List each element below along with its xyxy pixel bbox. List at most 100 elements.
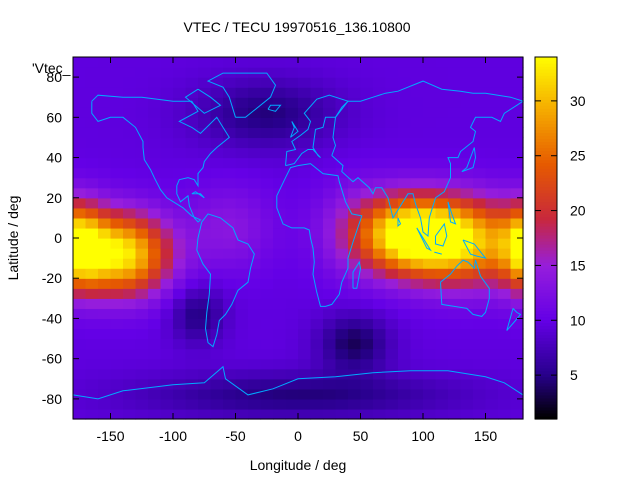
heat-cell [510, 77, 524, 88]
heat-cell [185, 127, 199, 139]
heat-cell [335, 408, 349, 420]
heat-cell [335, 288, 349, 299]
heat-cell [448, 288, 462, 299]
heat-cell [435, 288, 449, 299]
heat-cell [73, 368, 87, 380]
heat-cell [385, 77, 399, 88]
heat-cell [160, 187, 174, 199]
colorbar-segment [535, 111, 557, 115]
heat-cell [373, 318, 387, 330]
heat-cell [210, 368, 224, 380]
heat-cell [248, 298, 262, 309]
heat-cell [348, 298, 362, 309]
heat-cell [235, 278, 249, 289]
colorbar-segment [535, 162, 557, 167]
heat-cell [173, 227, 187, 239]
heat-cell [460, 217, 474, 229]
heat-cell [435, 67, 449, 78]
heat-cell [98, 358, 112, 370]
heat-cell [460, 157, 474, 169]
heat-cell [310, 177, 324, 189]
heat-cell [135, 238, 149, 249]
heat-cell [348, 258, 362, 269]
heat-cell [485, 368, 499, 380]
heat-cell [398, 117, 412, 128]
heat-cell [248, 318, 262, 330]
heat-cell [310, 147, 324, 159]
heat-cell [260, 127, 274, 139]
heat-cell [198, 358, 212, 370]
heat-cell [473, 368, 487, 380]
heat-cell [260, 107, 274, 118]
heat-cell [210, 137, 224, 149]
heat-cell [485, 127, 499, 139]
heat-cell [85, 348, 99, 360]
y-tick-label: -20 [42, 270, 62, 286]
heat-cell [298, 348, 312, 360]
heat-cell [198, 227, 212, 239]
heat-cell [198, 278, 212, 289]
heat-cell [310, 268, 324, 279]
heat-cell [148, 177, 162, 189]
heat-cell [148, 378, 162, 390]
heat-cell [360, 288, 374, 299]
heat-cell [435, 157, 449, 169]
heat-cell [98, 378, 112, 390]
heat-cell [510, 107, 524, 118]
heat-cell [323, 77, 337, 88]
colorbar-segment [535, 204, 557, 209]
heat-cell [335, 338, 349, 350]
heat-cell [210, 187, 224, 199]
heat-cell [123, 137, 137, 149]
heat-cell [85, 388, 99, 400]
heat-cell [110, 87, 124, 98]
colorbar-segment [535, 400, 557, 405]
heat-cell [485, 258, 499, 269]
heat-cell [260, 87, 274, 98]
heat-cell [335, 207, 349, 219]
heat-cell [348, 378, 362, 390]
heat-cell [85, 398, 99, 410]
heat-cell [435, 107, 449, 118]
heat-cell [148, 97, 162, 108]
heat-cell [410, 147, 424, 159]
heat-cell [160, 278, 174, 289]
y-tick-label: 20 [46, 190, 62, 206]
heat-cell [323, 368, 337, 380]
heat-cell [123, 187, 137, 199]
heat-cell [210, 157, 224, 169]
heat-cell [510, 338, 524, 350]
heat-cell [385, 278, 399, 289]
colorbar-segment [535, 93, 557, 97]
heat-cell [248, 378, 262, 390]
heat-cell [135, 308, 149, 320]
heat-cell [73, 127, 87, 139]
heat-cell [298, 258, 312, 269]
heat-cell [385, 187, 399, 199]
heat-cell [235, 187, 249, 199]
heat-cell [148, 117, 162, 128]
y-tick-label: 80 [46, 69, 62, 85]
heat-cell [98, 238, 112, 249]
heat-cell [398, 298, 412, 309]
heat-cell [123, 87, 137, 98]
heat-cell [160, 378, 174, 390]
heat-cell [248, 87, 262, 98]
heat-cell [210, 127, 224, 139]
heat-cell [135, 318, 149, 330]
heat-cell [510, 318, 524, 330]
heat-cell [448, 107, 462, 118]
heat-cell [285, 288, 299, 299]
heat-cell [410, 378, 424, 390]
heat-cell [135, 348, 149, 360]
heat-cell [423, 197, 437, 209]
heat-cell [273, 127, 287, 139]
heat-cell [485, 398, 499, 410]
heat-cell [510, 408, 524, 420]
heat-cell [435, 147, 449, 159]
heat-cell [273, 318, 287, 330]
heat-cell [485, 87, 499, 98]
heat-cell [448, 127, 462, 139]
heat-cell [385, 348, 399, 360]
heat-cell [210, 298, 224, 309]
